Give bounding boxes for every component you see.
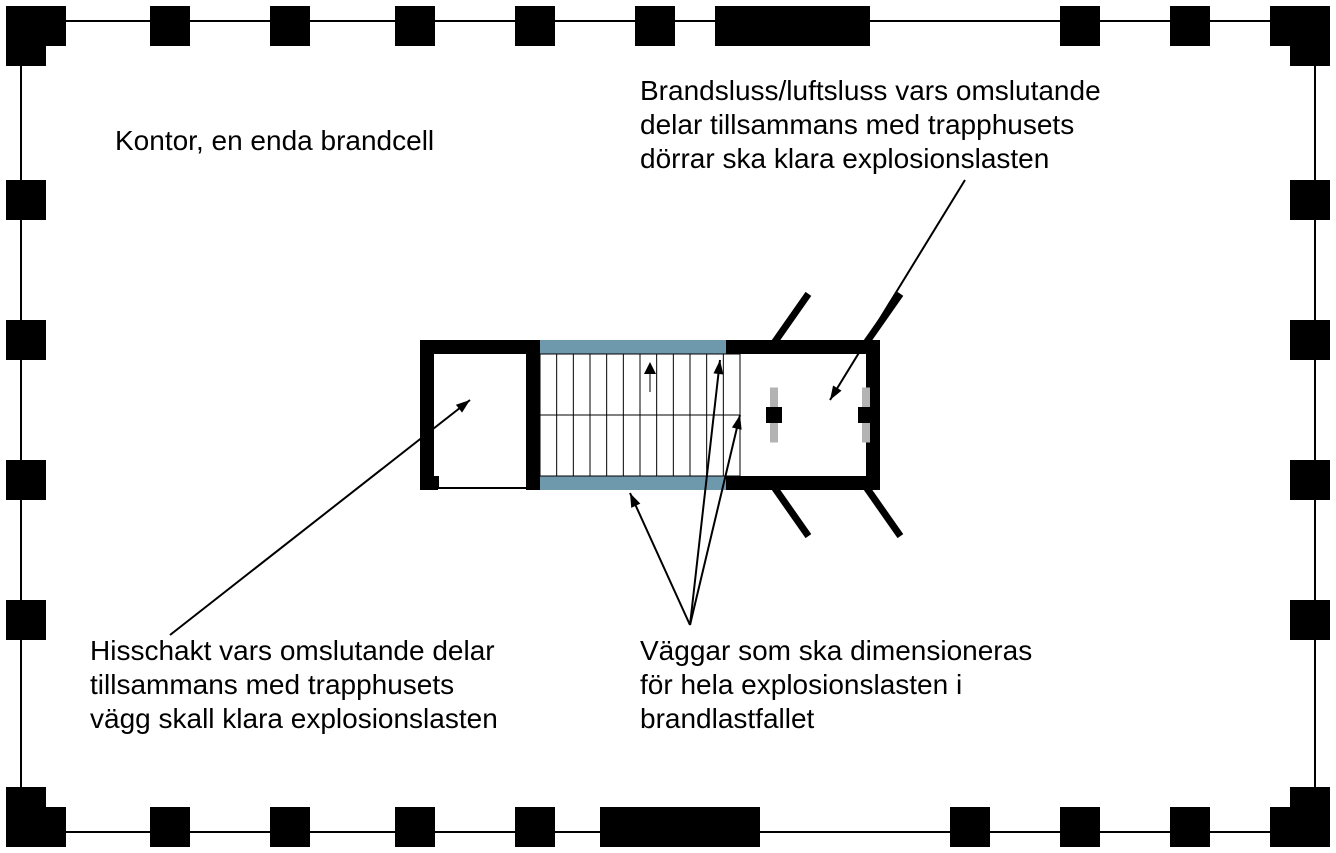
label-top_right-line: Brandsluss/luftsluss vars omslutande xyxy=(640,75,1101,106)
label-top_right-line: delar tillsammans med trapphusets xyxy=(640,109,1074,140)
label-top_right-line: dörrar ska klara explosionslasten xyxy=(640,143,1049,174)
label-bottom_left-line: Hisschakt vars omslutande delar xyxy=(90,635,495,666)
label-title: Kontor, en enda brandcell xyxy=(115,125,434,156)
label-bottom_left-line: tillsammans med trapphusets xyxy=(90,669,454,700)
label-bottom_right-line: brandlastfallet xyxy=(640,703,815,734)
label-bottom_right-line: för hela explosionslasten i xyxy=(640,669,962,700)
label-bottom_right-line: Väggar som ska dimensioneras xyxy=(640,635,1032,666)
label-bottom_left-line: vägg skall klara explosionslasten xyxy=(90,703,498,734)
